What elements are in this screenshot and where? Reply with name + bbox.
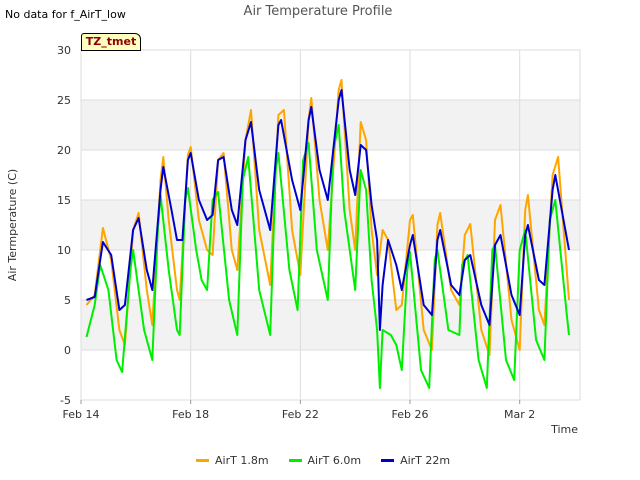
y-tick-label: 0 <box>64 344 71 357</box>
legend-label-airt-1-8m: AirT 1.8m <box>215 454 269 467</box>
x-tick-label: Feb 22 <box>282 408 319 421</box>
x-tick-label: Feb 18 <box>172 408 209 421</box>
y-axis-label: Air Termperature (C) <box>6 169 19 281</box>
y-tick-label: 15 <box>57 194 71 207</box>
legend-item-airt-22m: AirT 22m <box>381 454 450 467</box>
x-tick-label: Feb 14 <box>63 408 100 421</box>
y-tick-label: 25 <box>57 94 71 107</box>
x-axis-ticks: Feb 14 Feb 18 Feb 22 Feb 26 Mar 2 <box>63 400 535 421</box>
y-tick-label: -5 <box>60 394 71 407</box>
chart-title: Air Temperature Profile <box>244 4 393 19</box>
grid-band <box>81 100 580 150</box>
y-tick-label: 30 <box>57 44 71 57</box>
legend-swatch-airt-6m <box>288 459 302 462</box>
chart-legend: AirT 1.8m AirT 6.0m AirT 22m <box>196 454 450 467</box>
x-tick-label: Feb 26 <box>392 408 429 421</box>
grid-band <box>81 300 580 350</box>
series-line-airt-22m <box>86 89 570 331</box>
legend-label-airt-22m: AirT 22m <box>400 454 451 467</box>
legend-label-airt-6m: AirT 6.0m <box>307 454 362 467</box>
no-data-message: No data for f_AirT_low <box>5 8 126 21</box>
legend-item-airt-6m: AirT 6.0m <box>288 454 362 467</box>
x-axis-label: Time <box>550 423 578 436</box>
y-tick-label: 10 <box>57 244 71 257</box>
series-lines <box>85 79 570 389</box>
y-tick-label: 20 <box>57 144 71 157</box>
y-axis-ticks: -5 0 5 10 15 20 25 30 <box>57 44 71 407</box>
x-tick-label: Mar 2 <box>504 408 535 421</box>
legend-item-airt-1-8m: AirT 1.8m <box>196 454 269 467</box>
series-line-airt-1-8m <box>85 79 570 356</box>
timezone-badge: TZ_tmet <box>81 33 141 51</box>
plot-frame <box>80 49 581 401</box>
legend-swatch-airt-22m <box>381 459 395 462</box>
y-tick-label: 5 <box>64 294 71 307</box>
legend-swatch-airt-1-8m <box>196 459 209 462</box>
